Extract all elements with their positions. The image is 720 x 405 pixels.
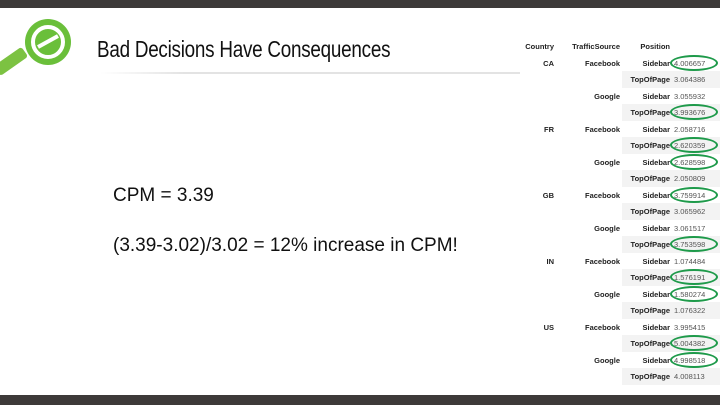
position-cell: Sidebar <box>642 355 670 365</box>
table-row: TopOfPage 3.993676 <box>516 104 720 121</box>
table-row: Google Sidebar 1.580274 <box>516 285 720 303</box>
table-header: Country TrafficSource Position <box>516 38 720 55</box>
value-cell: 4.008113 <box>674 372 705 381</box>
value-cell: 1.076322 <box>674 306 706 315</box>
value-cell: 2.058716 <box>674 124 706 134</box>
highlight-circle <box>670 137 718 153</box>
traffic-source-cell: Facebook <box>584 124 620 134</box>
position-cell: TopOfPage <box>630 339 670 348</box>
country-cell: CA <box>543 58 554 68</box>
highlight-circle <box>670 285 718 302</box>
position-cell: TopOfPage <box>630 273 670 282</box>
position-cell: TopOfPage <box>630 240 670 249</box>
logo-magnifier-icon <box>0 19 71 75</box>
traffic-source-cell: Google <box>594 223 620 233</box>
country-cell: GB <box>542 190 554 200</box>
table-row: TopOfPage 3.064386 <box>516 71 720 88</box>
table-row: TopOfPage 2.050809 <box>516 170 720 187</box>
value-cell: 3.995415 <box>674 322 706 332</box>
table-row: TopOfPage 5.004382 <box>516 335 720 352</box>
table-row: TopOfPage 1.576191 <box>516 269 720 286</box>
position-cell: Sidebar <box>642 289 670 299</box>
highlight-circle <box>670 153 718 170</box>
position-cell: Sidebar <box>642 157 670 167</box>
highlight-circle <box>670 335 718 351</box>
position-cell: Sidebar <box>642 91 670 101</box>
cpm-value: CPM = 3.39 <box>113 185 214 206</box>
table-row: TopOfPage 2.620359 <box>516 137 720 154</box>
table-row: IN Facebook Sidebar 1.074484 <box>516 253 720 270</box>
position-cell: Sidebar <box>642 223 670 233</box>
top-bar <box>0 0 720 8</box>
traffic-source-cell: Google <box>594 91 620 101</box>
value-cell: 3.064386 <box>674 75 706 84</box>
position-cell: Sidebar <box>642 190 670 200</box>
bottom-bar <box>0 395 720 405</box>
table-row: TopOfPage 3.065962 <box>516 203 720 220</box>
cpm-calculation: (3.39-3.02)/3.02 = 12% increase in CPM! <box>113 235 458 256</box>
table-row: TopOfPage 1.076322 <box>516 302 720 319</box>
header-position: Position <box>640 42 670 51</box>
highlight-circle <box>670 351 718 368</box>
table-row: Google Sidebar 4.998518 <box>516 351 720 369</box>
header-traffic-source: TrafficSource <box>572 42 620 51</box>
highlight-circle <box>670 269 718 285</box>
table-row: TopOfPage 3.753598 <box>516 236 720 253</box>
traffic-source-cell: Facebook <box>584 322 620 332</box>
traffic-source-cell: Facebook <box>584 190 620 200</box>
traffic-source-cell: Facebook <box>584 58 620 68</box>
table-row: CA Facebook Sidebar 4.006657 <box>516 54 720 72</box>
position-cell: Sidebar <box>642 322 670 332</box>
position-cell: TopOfPage <box>630 372 670 381</box>
table-row: Google Sidebar 2.628598 <box>516 153 720 171</box>
table-row: Google Sidebar 3.061517 <box>516 220 720 237</box>
country-cell: US <box>543 322 554 332</box>
position-cell: TopOfPage <box>630 75 670 84</box>
slide-title: Bad Decisions Have Consequences <box>97 36 391 62</box>
table-row: Google Sidebar 3.055932 <box>516 88 720 105</box>
value-cell: 3.061517 <box>674 223 706 233</box>
value-cell: 3.065962 <box>674 207 706 216</box>
highlight-circle <box>670 104 718 120</box>
table-row: FR Facebook Sidebar 2.058716 <box>516 121 720 138</box>
position-cell: TopOfPage <box>630 306 670 315</box>
position-cell: Sidebar <box>642 58 670 68</box>
traffic-source-cell: Google <box>594 289 620 299</box>
cpm-table: Country TrafficSource Position CA Faceboo… <box>516 38 720 385</box>
position-cell: TopOfPage <box>630 174 670 183</box>
traffic-source-cell: Google <box>594 355 620 365</box>
traffic-source-cell: Google <box>594 157 620 167</box>
country-cell: FR <box>544 124 554 134</box>
table-row: US Facebook Sidebar 3.995415 <box>516 319 720 336</box>
highlight-circle <box>670 54 718 71</box>
table-row: GB Facebook Sidebar 3.759914 <box>516 186 720 204</box>
table-row: TopOfPage 4.008113 <box>516 368 720 385</box>
position-cell: TopOfPage <box>630 141 670 150</box>
position-cell: TopOfPage <box>630 207 670 216</box>
title-divider <box>100 72 520 74</box>
value-cell: 2.050809 <box>674 174 706 183</box>
position-cell: Sidebar <box>642 256 670 266</box>
highlight-circle <box>670 186 718 203</box>
value-cell: 3.055932 <box>674 91 706 101</box>
highlight-circle <box>670 236 718 252</box>
header-country: Country <box>525 42 554 51</box>
value-cell: 1.074484 <box>674 256 706 266</box>
country-cell: IN <box>546 256 555 266</box>
position-cell: TopOfPage <box>630 108 670 117</box>
position-cell: Sidebar <box>642 124 670 134</box>
traffic-source-cell: Facebook <box>584 256 620 266</box>
